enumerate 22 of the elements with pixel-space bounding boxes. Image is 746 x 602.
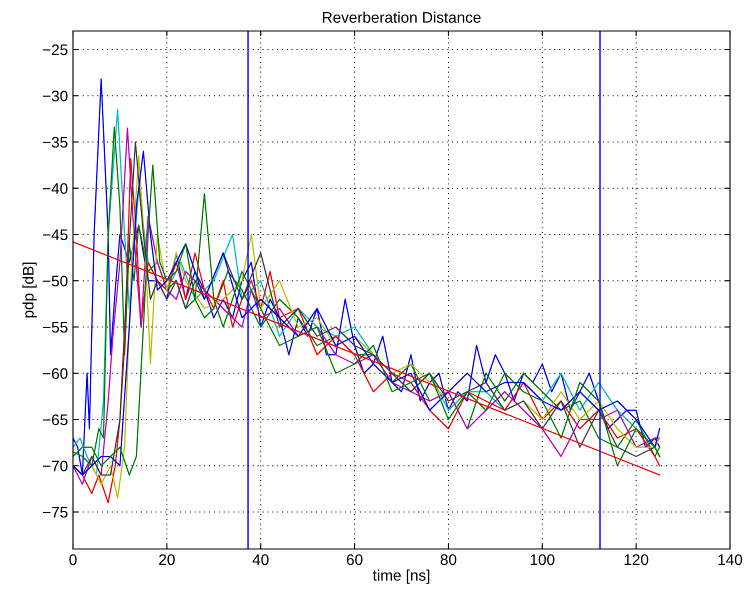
x-tick-label: 120 [624, 554, 648, 566]
x-tick-label: 100 [530, 554, 554, 566]
x-axis-title: time [ns] [372, 569, 430, 584]
y-tick-label: −25 [42, 44, 68, 56]
x-tick-label: 60 [346, 554, 362, 566]
y-tick-label: −40 [42, 183, 68, 194]
chart-title: Reverberation Distance [322, 12, 481, 23]
x-tick-label: 80 [440, 554, 456, 566]
y-tick-label: −50 [42, 276, 68, 286]
x-tick-label: 140 [718, 554, 742, 566]
y-tick-label: −30 [42, 90, 68, 102]
y-axis-title: pdp [dB] [22, 262, 37, 318]
y-tick-label: −65 [42, 414, 68, 426]
y-tick-label: −45 [42, 230, 68, 240]
y-tick-label: −75 [42, 507, 68, 518]
y-tick-label: −70 [42, 460, 68, 472]
x-tick-label: 20 [159, 554, 175, 566]
x-tick-label: 40 [252, 554, 269, 566]
y-tick-label: −55 [42, 322, 68, 333]
y-tick-label: −35 [42, 136, 68, 148]
x-tick-label: 0 [69, 554, 77, 566]
y-tick-label: −60 [42, 368, 68, 379]
